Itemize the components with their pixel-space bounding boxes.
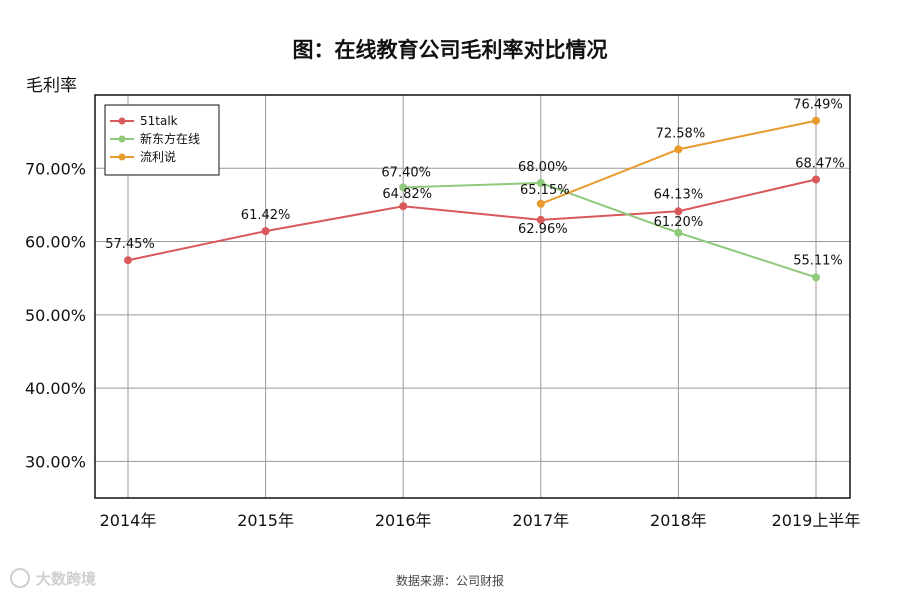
y-tick-label: 70.00% [25,159,86,178]
data-label: 67.40% [381,165,431,180]
legend-label: 51talk [140,114,178,128]
legend-marker [118,153,126,161]
data-point [399,183,408,192]
data-label: 68.00% [518,160,568,175]
series-line-0 [127,178,817,262]
series-line-1 [403,181,817,279]
y-axis-ticks: 30.00% 40.00% 50.00% 60.00% 70.00% [25,159,86,471]
data-label: 57.45% [105,237,155,252]
plot-frame [94,94,851,499]
watermark: 大数跨境 [10,568,96,588]
data-label: 76.49% [793,98,843,113]
data-label: 61.20% [654,215,704,230]
data-point [674,228,683,237]
y-tick-label: 60.00% [25,233,86,252]
x-tick-label: 2014年 [100,511,157,530]
watermark-logo-icon [10,568,30,588]
x-axis-ticks: 2014年 2015年 2016年 2017年 2018年 2019上半年 [100,511,861,530]
x-tick-label: 2016年 [375,511,432,530]
source-note: 数据来源：公司财报 [396,573,504,588]
y-tick-label: 40.00% [25,379,86,398]
data-point [674,145,683,154]
data-label: 61.42% [241,208,291,223]
data-point [536,199,545,208]
watermark-text: 大数跨境 [36,570,96,588]
legend-label: 新东方在线 [140,131,200,146]
y-tick-label: 30.00% [25,452,86,471]
legend-marker [118,135,126,143]
x-tick-label: 2019上半年 [772,511,861,530]
data-label: 72.58% [656,126,706,141]
x-tick-label: 2018年 [650,511,707,530]
x-tick-label: 2017年 [512,511,569,530]
y-tick-label: 50.00% [25,306,86,325]
legend-label: 流利说 [140,149,176,164]
x-tick-label: 2015年 [237,511,294,530]
data-point [536,178,545,187]
data-label: 68.47% [795,156,845,171]
data-point [261,227,270,236]
data-point [812,116,820,125]
data-point [536,215,545,224]
data-label: 64.13% [654,187,704,202]
y-axis-label: 毛利率 [26,76,77,96]
data-label: 55.11% [793,253,843,268]
data-label: 64.82% [382,187,432,202]
data-point [674,207,683,216]
data-label: 62.96% [518,222,568,237]
series-layer [124,116,820,282]
chart-title: 图：在线教育公司毛利率对比情况 [293,38,608,62]
data-label: 65.15% [520,183,570,198]
data-point [812,273,820,282]
data-point [124,256,132,265]
data-labels: 57.45% 61.42% 64.82% 62.96% 64.13% 68.47% 67.4… [105,98,845,269]
legend-marker [118,117,126,125]
data-point [812,175,820,184]
data-point [399,202,408,211]
